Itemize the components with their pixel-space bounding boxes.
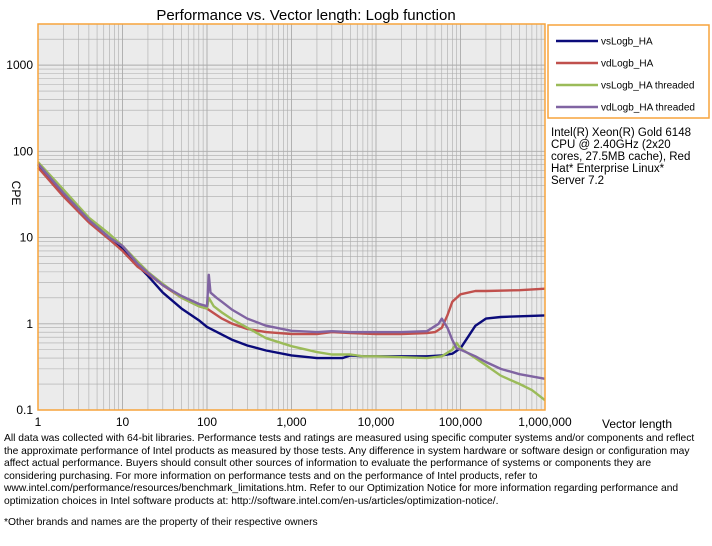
legend-label: vdLogb_HA threaded: [601, 103, 695, 114]
y-axis-label: CPE: [9, 181, 23, 206]
legend-items: vsLogb_HA vdLogb_HA vsLogb_HA threaded vdLo…: [556, 37, 695, 114]
x-tick-label: 10: [116, 415, 130, 429]
x-axis-label: Vector length: [602, 417, 672, 431]
chart: Performance vs. Vector length: Logb func…: [6, 7, 710, 431]
x-tick-label: 100,000: [439, 415, 483, 429]
annotation-line: Server 7.2: [551, 175, 604, 187]
legend-label: vsLogb_HA: [601, 37, 653, 48]
legend-label: vdLogb_HA: [601, 59, 654, 70]
series-layer: [37, 161, 546, 402]
series-line: [37, 166, 546, 336]
x-tick-label: 1: [35, 415, 42, 429]
y-tick-label: 100: [13, 144, 33, 158]
plot-frame: [37, 23, 546, 411]
legend-label: vsLogb_HA threaded: [601, 81, 694, 92]
chart-title: Performance vs. Vector length: Logb func…: [156, 7, 455, 24]
y-tick-label: 1: [26, 317, 33, 331]
disclaimer-text: All data was collected with 64-bit libra…: [4, 433, 695, 507]
y-axis: 0.1 1 10 100 1000: [6, 58, 33, 417]
trademark-text: *Other brands and names are the property…: [4, 517, 318, 528]
annotation-line: Hat* Enterprise Linux*: [551, 163, 665, 175]
annotation-line: cores, 27.5MB cache), Red: [551, 151, 690, 163]
x-tick-label: 1,000,000: [518, 415, 572, 429]
series-line: [37, 162, 546, 380]
x-axis: 1 10 100 1,000 10,000 100,000 1,000,000: [35, 415, 572, 429]
x-tick-label: 1,000: [276, 415, 306, 429]
y-tick-label: 10: [20, 231, 34, 245]
system-annotation: Intel(R) Xeon(R) Gold 6148 CPU @ 2.40GHz…: [551, 127, 691, 187]
annotation-line: CPU @ 2.40GHz (2x20: [551, 139, 671, 151]
annotation-line: Intel(R) Xeon(R) Gold 6148: [551, 127, 691, 139]
y-tick-label: 1000: [6, 58, 33, 72]
y-tick-label: 0.1: [16, 403, 33, 417]
x-tick-label: 10,000: [358, 415, 395, 429]
grid: [37, 23, 545, 411]
x-tick-label: 100: [197, 415, 217, 429]
